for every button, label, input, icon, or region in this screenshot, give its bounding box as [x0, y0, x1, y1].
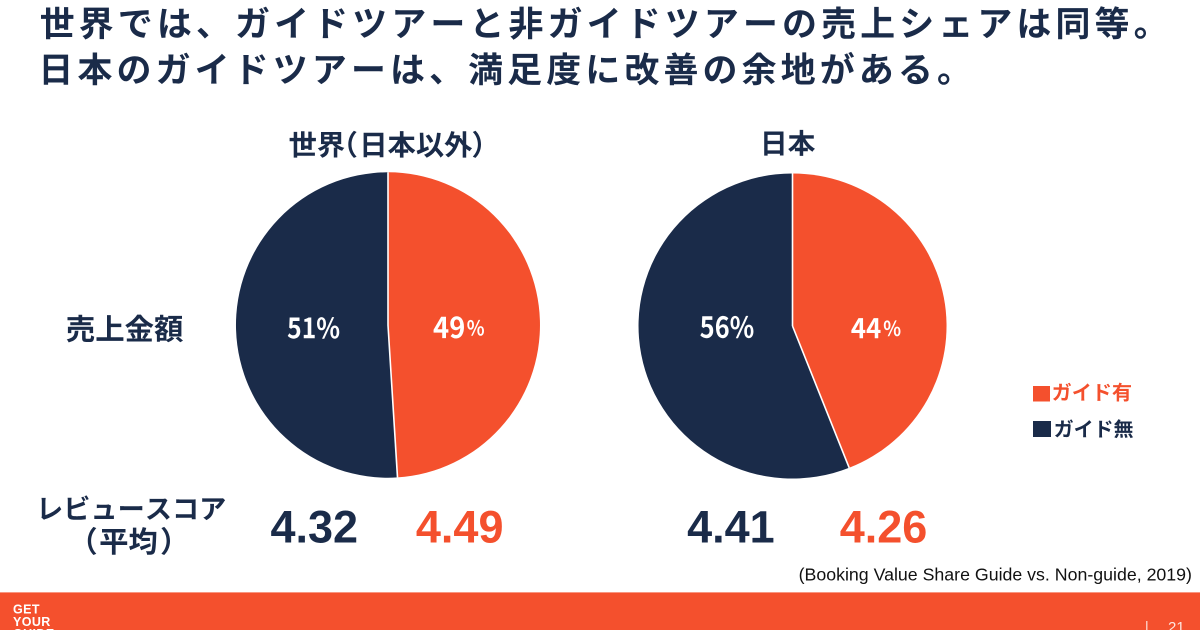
svg-text:YOUR: YOUR	[13, 615, 51, 629]
svg-text:|: |	[1145, 618, 1149, 630]
svg-text:GUIDE: GUIDE	[13, 627, 55, 630]
svg-text:4.32: 4.32	[271, 501, 359, 552]
svg-text:4.26: 4.26	[840, 501, 928, 552]
svg-text:4.49: 4.49	[416, 501, 504, 552]
svg-text:21: 21	[1168, 619, 1185, 630]
svg-text:GET: GET	[13, 603, 40, 617]
svg-text:4.41: 4.41	[687, 501, 775, 552]
svg-text:(Booking Value Share Guide vs.: (Booking Value Share Guide vs. Non-guide…	[799, 564, 1192, 584]
